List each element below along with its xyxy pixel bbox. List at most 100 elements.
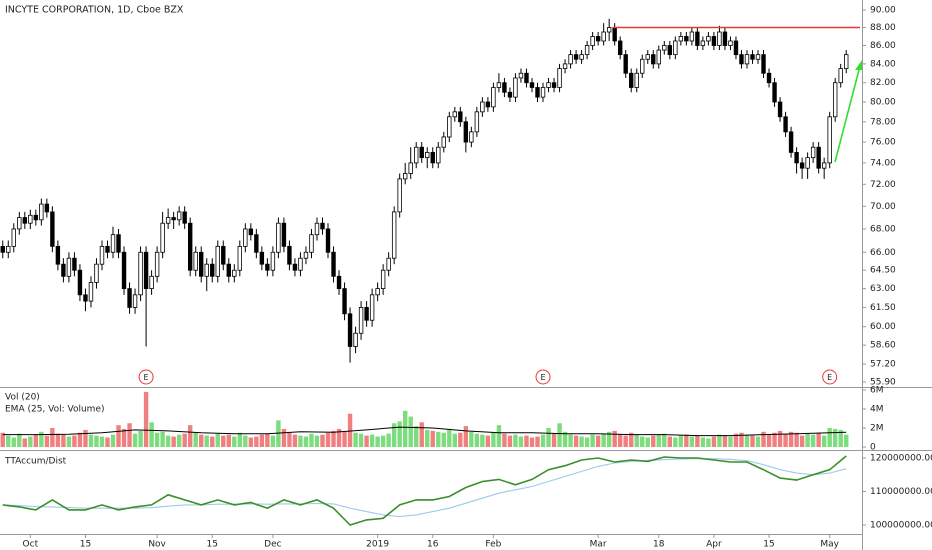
- volume-bar: [176, 434, 182, 447]
- y-tick-label: 70.00: [870, 202, 896, 212]
- candle-body: [827, 116, 832, 164]
- volume-bar: [199, 434, 204, 447]
- candle-body: [623, 54, 628, 74]
- x-tick-label: 16: [427, 540, 439, 550]
- candle-body: [237, 245, 243, 271]
- volume-bar: [513, 434, 518, 447]
- candle-body: [254, 234, 259, 253]
- volume-bar: [28, 436, 33, 447]
- candle-body: [617, 40, 623, 56]
- volume-bar: [331, 430, 336, 447]
- y-tick-label: 6M: [870, 386, 884, 396]
- candle-body: [215, 245, 220, 277]
- candle-body: [17, 217, 22, 230]
- candle-body: [590, 36, 595, 46]
- candle-body: [110, 234, 116, 253]
- candle-body: [121, 251, 127, 290]
- candle-body: [248, 228, 254, 236]
- candle-body: [447, 116, 452, 138]
- candle-body: [149, 275, 154, 290]
- candle-body: [794, 152, 799, 164]
- candle-body: [816, 146, 821, 169]
- earnings-marker: [535, 369, 551, 385]
- candle-body: [689, 31, 695, 42]
- candle-body: [524, 72, 529, 84]
- candle-body: [182, 211, 187, 224]
- volume-bar: [353, 432, 358, 447]
- candle-body: [733, 40, 739, 56]
- volume-bar: [612, 430, 617, 447]
- candle-body: [772, 82, 777, 103]
- volume-bar: [303, 436, 309, 447]
- volume-bar: [832, 428, 838, 447]
- volume-bar: [193, 432, 198, 447]
- candle-body: [656, 49, 661, 65]
- y-tick-label: 86.00: [870, 41, 896, 51]
- candle-body: [425, 152, 430, 159]
- volume-bar: [281, 428, 287, 447]
- candle-body: [303, 251, 309, 259]
- x-tick-label: 2019: [366, 540, 389, 550]
- candle-body: [6, 245, 11, 253]
- y-tick-label: 82.00: [870, 78, 896, 88]
- volume-bar: [844, 434, 849, 447]
- volume-bar: [706, 438, 711, 447]
- candle-body: [61, 263, 66, 277]
- volume-bar: [689, 436, 695, 447]
- y-tick-label: 72.00: [870, 180, 896, 190]
- candle-body: [573, 54, 579, 60]
- candle-body: [380, 269, 386, 290]
- candle-body: [287, 245, 292, 265]
- earnings-marker: [822, 369, 838, 385]
- pane-title: TTAccum/Dist: [4, 457, 67, 467]
- candle-body: [320, 222, 325, 230]
- volume-bar: [364, 435, 369, 447]
- y-tick-label: 2M: [870, 424, 884, 434]
- x-tick-label: 15: [763, 540, 774, 550]
- candle-body: [28, 214, 33, 224]
- volume-bar: [391, 423, 397, 447]
- candle-body: [66, 257, 72, 277]
- y-tick-label: 4M: [870, 405, 884, 415]
- volume-bar: [83, 429, 88, 447]
- volume-bar: [22, 438, 28, 447]
- volume-bar: [827, 428, 832, 447]
- candle-body: [430, 152, 435, 164]
- candle-body: [138, 251, 143, 296]
- y-tick-label: 68.00: [870, 224, 896, 234]
- candle-body: [458, 111, 463, 123]
- volume-bar: [77, 432, 83, 447]
- y-tick-label: 55.90: [870, 378, 896, 388]
- candle-body: [678, 36, 684, 42]
- x-tick-label: Feb: [485, 540, 501, 550]
- candle-body: [584, 45, 590, 56]
- volume-bar: [50, 428, 55, 447]
- x-tick-label: Apr: [706, 540, 722, 550]
- volume-bar: [458, 432, 463, 447]
- candle-body: [309, 234, 314, 253]
- volume-bar: [270, 435, 276, 447]
- volume-bar: [794, 432, 799, 447]
- volume-bar: [210, 436, 215, 447]
- candle-body: [518, 72, 524, 79]
- candle-body: [176, 211, 182, 221]
- volume-bar: [480, 434, 485, 447]
- candle-body: [55, 245, 61, 265]
- volume-bar: [243, 435, 248, 447]
- volume-bar: [347, 413, 353, 447]
- volume-bar: [573, 435, 579, 447]
- candle-body: [711, 36, 717, 46]
- x-tick-label: 15: [207, 540, 218, 550]
- candle-body: [485, 101, 491, 108]
- candle-body: [844, 54, 849, 69]
- y-tick-label: 110000000.00: [870, 487, 932, 497]
- volume-bar: [463, 426, 469, 447]
- volume-bar: [452, 433, 458, 447]
- x-tick-label: Oct: [23, 540, 39, 550]
- volume-bar: [496, 425, 502, 447]
- y-tick-label: 66.00: [870, 248, 896, 258]
- volume-bar: [292, 434, 298, 447]
- volume-bar: [99, 436, 105, 447]
- volume-bar: [380, 435, 386, 447]
